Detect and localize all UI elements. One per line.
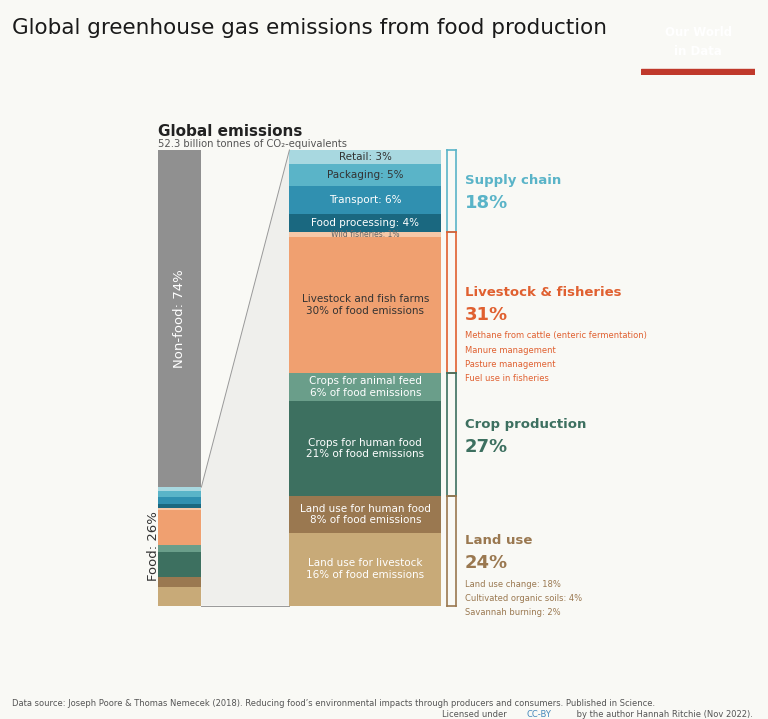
Bar <box>158 545 201 552</box>
Text: 52.3 billion tonnes of CO₂-equivalents: 52.3 billion tonnes of CO₂-equivalents <box>158 139 347 150</box>
Bar <box>290 232 441 237</box>
Bar <box>290 186 441 214</box>
Text: Licensed under: Licensed under <box>442 710 509 719</box>
Bar <box>290 496 441 533</box>
Text: Methane from cattle (enteric fermentation): Methane from cattle (enteric fermentatio… <box>465 331 647 340</box>
Bar <box>641 69 755 75</box>
Text: Global emissions: Global emissions <box>158 124 303 139</box>
Bar <box>290 400 441 496</box>
Bar <box>290 214 441 232</box>
Bar <box>290 373 441 400</box>
Text: 24%: 24% <box>465 554 508 572</box>
Text: Global greenhouse gas emissions from food production: Global greenhouse gas emissions from foo… <box>12 18 607 38</box>
Text: Cultivated organic soils: 4%: Cultivated organic soils: 4% <box>465 594 582 603</box>
Text: Livestock and fish farms
30% of food emissions: Livestock and fish farms 30% of food emi… <box>302 294 429 316</box>
Bar <box>158 587 201 605</box>
Text: Land use for livestock
16% of food emissions: Land use for livestock 16% of food emiss… <box>306 559 425 580</box>
Text: Non-food: 74%: Non-food: 74% <box>174 269 187 368</box>
Text: 27%: 27% <box>465 438 508 456</box>
Bar <box>290 164 441 186</box>
Text: Crops for human food
21% of food emissions: Crops for human food 21% of food emissio… <box>306 438 425 459</box>
Text: 31%: 31% <box>465 306 508 324</box>
Text: Pasture management: Pasture management <box>465 360 555 369</box>
Text: Land use change: 18%: Land use change: 18% <box>465 580 561 589</box>
Text: Transport: 6%: Transport: 6% <box>329 195 402 205</box>
Text: Data source: Joseph Poore & Thomas Nemecek (2018). Reducing food’s environmental: Data source: Joseph Poore & Thomas Nemec… <box>12 699 654 708</box>
Polygon shape <box>201 150 290 605</box>
Text: Fuel use in fisheries: Fuel use in fisheries <box>465 375 549 383</box>
Bar <box>158 552 201 577</box>
Text: Manure management: Manure management <box>465 346 556 354</box>
Bar <box>290 533 441 605</box>
Text: Livestock & fisheries: Livestock & fisheries <box>465 286 621 299</box>
Text: Wild fisheries: 1%: Wild fisheries: 1% <box>331 230 399 239</box>
Bar <box>158 487 201 490</box>
Text: by the author Hannah Ritchie (Nov 2022).: by the author Hannah Ritchie (Nov 2022). <box>574 710 753 719</box>
Text: Land use for human food
8% of food emissions: Land use for human food 8% of food emiss… <box>300 503 431 526</box>
Text: CC-BY: CC-BY <box>526 710 551 719</box>
Text: Retail: 3%: Retail: 3% <box>339 152 392 162</box>
Text: Food processing: 4%: Food processing: 4% <box>311 218 419 228</box>
Bar <box>158 508 201 510</box>
Text: Our World: Our World <box>664 26 732 39</box>
Bar <box>290 150 441 164</box>
Text: Savannah burning: 2%: Savannah burning: 2% <box>465 608 561 618</box>
Text: Packaging: 5%: Packaging: 5% <box>327 170 403 180</box>
Text: Crop production: Crop production <box>465 418 587 431</box>
Bar <box>158 510 201 545</box>
Bar <box>158 497 201 504</box>
Bar <box>158 490 201 497</box>
Bar <box>290 237 441 373</box>
Text: Food: 26%: Food: 26% <box>147 511 161 581</box>
Bar <box>158 504 201 508</box>
Text: Land use: Land use <box>465 534 532 547</box>
Text: Crops for animal feed
6% of food emissions: Crops for animal feed 6% of food emissio… <box>309 376 422 398</box>
Text: 18%: 18% <box>465 194 508 212</box>
Bar <box>158 150 201 487</box>
Bar <box>158 577 201 587</box>
Text: Supply chain: Supply chain <box>465 175 561 188</box>
Text: in Data: in Data <box>674 45 722 58</box>
